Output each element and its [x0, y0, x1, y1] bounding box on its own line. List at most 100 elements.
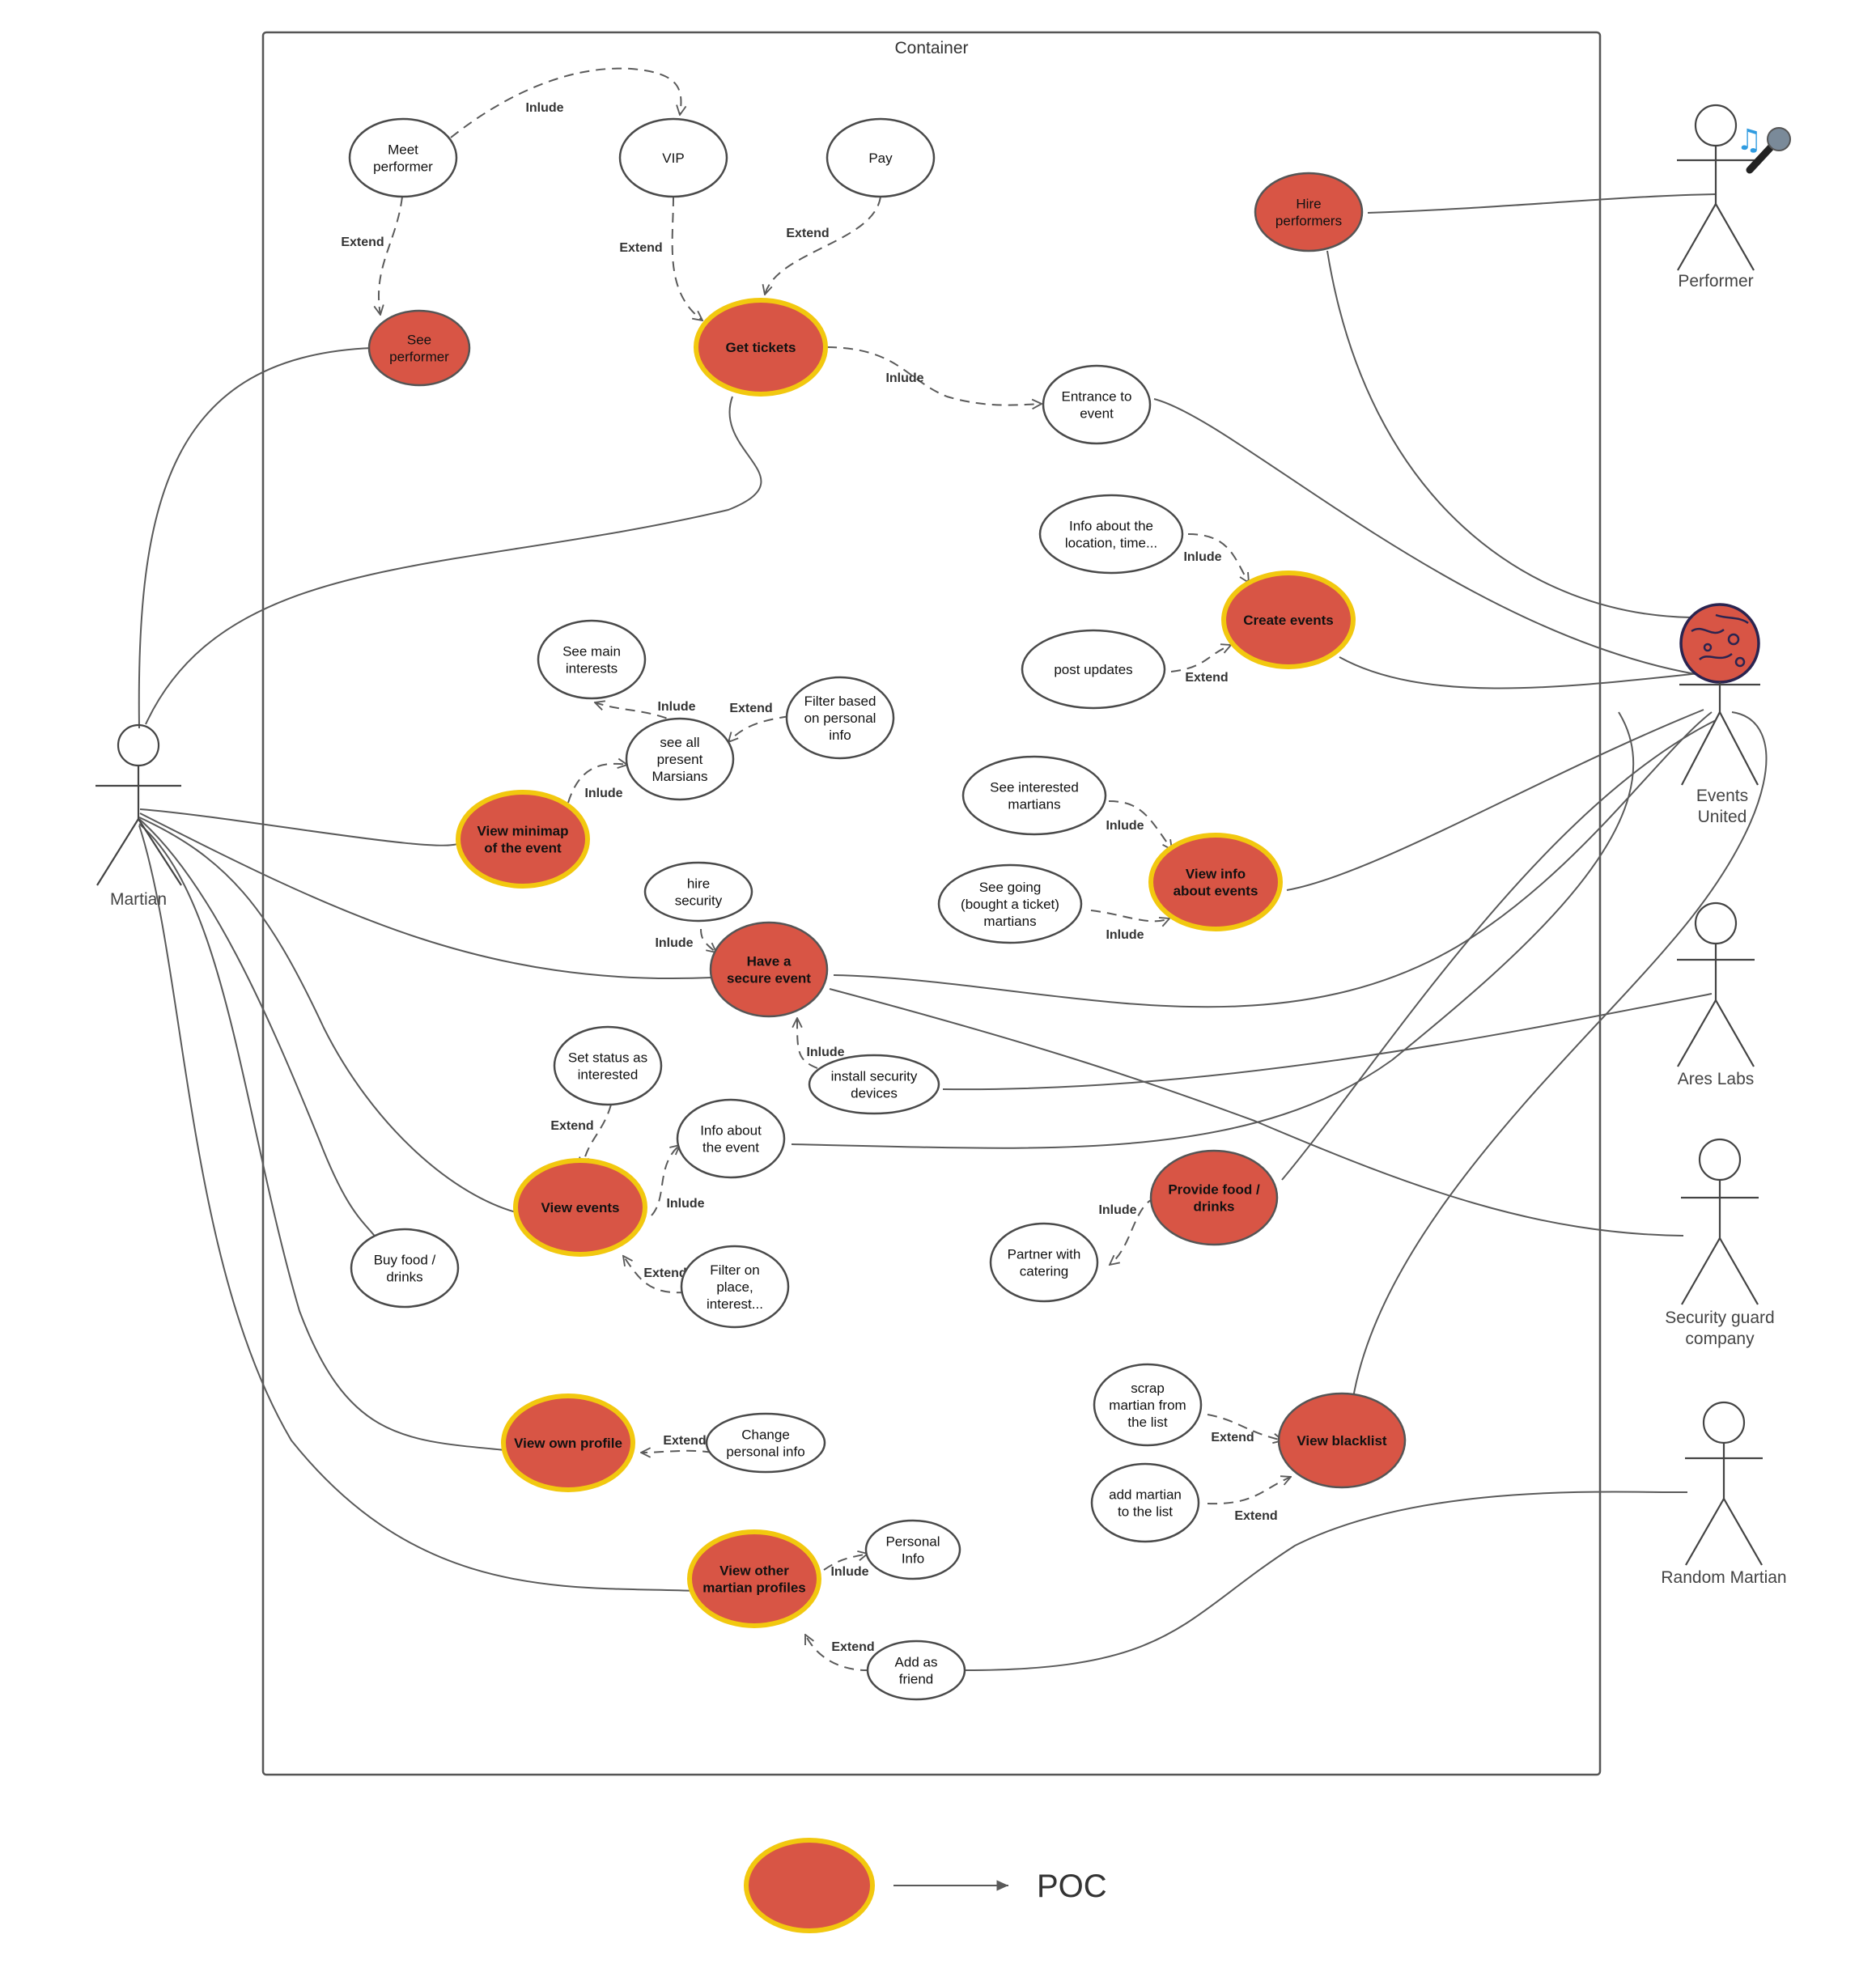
- use-case-vip[interactable]: VIP: [618, 117, 728, 198]
- use-case-entrance-to-event[interactable]: Entrance to event: [1042, 364, 1152, 445]
- use-case-change-personal[interactable]: Change personal info: [705, 1412, 826, 1474]
- dependency-lines: [379, 67, 1291, 1672]
- use-case-label: Add as friend: [895, 1655, 938, 1687]
- relation-labels: Inlude Extend Extend Extend Inlude Inlud…: [341, 101, 1277, 1654]
- use-case-label: add martian to the list: [1109, 1487, 1182, 1520]
- use-case-view-blacklist[interactable]: View blacklist: [1277, 1392, 1407, 1489]
- container-title: Container: [894, 39, 968, 57]
- association-lines: [138, 193, 1768, 1671]
- use-case-buy-food[interactable]: Buy food / drinks: [350, 1228, 460, 1309]
- use-case-see-going[interactable]: See going (bought a ticket) martians: [937, 863, 1083, 944]
- use-case-view-info-events[interactable]: View info about events: [1148, 833, 1283, 931]
- use-case-get-tickets[interactable]: Get tickets: [694, 298, 828, 397]
- use-case-label: Personal Info: [885, 1534, 940, 1567]
- use-case-label: See performer: [389, 333, 449, 365]
- use-case-partner-catering[interactable]: Partner with catering: [989, 1222, 1099, 1303]
- actor-random-martian[interactable]: Random Martian: [1661, 1401, 1787, 1587]
- use-case-label: View info about events: [1174, 867, 1258, 899]
- extend-label: Extend: [729, 702, 772, 715]
- use-case-filter-personal[interactable]: Filter based on personal info: [785, 676, 895, 760]
- use-case-label: Entrance to event: [1062, 389, 1132, 422]
- actor-label: Performer: [1678, 272, 1753, 291]
- extend-label: Extend: [1234, 1509, 1277, 1523]
- use-case-see-interested[interactable]: See interested martians: [961, 755, 1107, 836]
- use-case-info-about-event[interactable]: Info about the event: [676, 1098, 786, 1179]
- use-case-label: see all present Marsians: [652, 735, 708, 784]
- extend-label: Extend: [786, 227, 829, 240]
- use-case-view-minimap[interactable]: View minimap of the event: [456, 790, 590, 889]
- actor-events-united[interactable]: Events United: [1679, 603, 1760, 826]
- use-case-scrap-martian[interactable]: scrap martian from the list: [1093, 1363, 1203, 1447]
- music-note-microphone-icon: ♫: [1736, 124, 1791, 174]
- use-case-view-own-profile[interactable]: View own profile: [501, 1393, 635, 1492]
- mars-planet-icon: [1679, 603, 1760, 684]
- use-case-label: Buy food / drinks: [374, 1253, 436, 1285]
- use-case-create-events[interactable]: Create events: [1221, 571, 1356, 669]
- use-case-view-events[interactable]: View events: [513, 1158, 647, 1257]
- use-case-provide-food[interactable]: Provide food / drinks: [1149, 1149, 1279, 1246]
- actor-label: Events United: [1696, 787, 1748, 826]
- use-case-meet-performer[interactable]: Meet performer: [348, 117, 458, 198]
- include-label: Inlude: [885, 371, 923, 385]
- use-case-label: Filter on place, interest...: [707, 1262, 763, 1312]
- include-label: Inlude: [584, 787, 622, 800]
- actor-ares-labs[interactable]: Ares Labs: [1677, 901, 1755, 1088]
- use-case-hire-performers[interactable]: Hire performers: [1254, 172, 1364, 252]
- actor-label: Security guard company: [1665, 1309, 1774, 1348]
- legend-label: POC: [1037, 1869, 1107, 1904]
- include-label: Inlude: [1106, 928, 1144, 942]
- use-case-label: See main interests: [562, 644, 621, 677]
- use-case-personal-info[interactable]: Personal Info: [864, 1519, 961, 1580]
- use-case-add-friend[interactable]: Add as friend: [866, 1640, 966, 1701]
- actor-martian[interactable]: Martian: [95, 723, 182, 909]
- use-case-info-location[interactable]: Info about the location, time...: [1038, 494, 1184, 575]
- extend-label: Extend: [341, 235, 384, 249]
- actor-security-guard-company[interactable]: Security guard company: [1665, 1138, 1775, 1348]
- include-label: Inlude: [830, 1565, 868, 1579]
- extend-label: Extend: [643, 1266, 686, 1280]
- use-case-label: Provide food / drinks: [1168, 1182, 1260, 1215]
- use-case-view-other-profiles[interactable]: View other martian profiles: [687, 1529, 821, 1628]
- use-case-label: View minimap of the event: [477, 824, 568, 856]
- use-case-label: Hire performers: [1275, 197, 1342, 229]
- use-case-filter-place[interactable]: Filter on place, interest...: [680, 1245, 790, 1329]
- use-case-label: View events: [541, 1200, 619, 1215]
- actor-performer[interactable]: Performer ♫: [1677, 104, 1791, 291]
- use-case-label: scrap martian from the list: [1109, 1381, 1186, 1430]
- use-case-install-security[interactable]: install security devices: [808, 1054, 940, 1115]
- use-case-label: Create events: [1243, 613, 1334, 628]
- use-case-see-performer[interactable]: See performer: [367, 309, 471, 387]
- include-label: Inlude: [1098, 1203, 1136, 1217]
- use-case-label: View own profile: [514, 1436, 622, 1451]
- use-case-label: Get tickets: [726, 340, 796, 355]
- use-case-pay[interactable]: Pay: [826, 117, 936, 198]
- include-label: Inlude: [525, 101, 563, 115]
- actor-label: Random Martian: [1661, 1568, 1786, 1587]
- use-case-label: Filter based on personal info: [804, 694, 876, 743]
- use-case-label: See interested martians: [990, 780, 1079, 812]
- use-case-label: Info about the location, time...: [1065, 519, 1157, 551]
- use-case-have-secure-event[interactable]: Have a secure event: [709, 921, 829, 1018]
- use-case-post-updates[interactable]: post updates: [1021, 629, 1166, 710]
- use-case-label: Set status as interested: [568, 1050, 647, 1083]
- use-case-set-status[interactable]: Set status as interested: [553, 1025, 663, 1106]
- use-case-label: Have a secure event: [727, 954, 811, 986]
- use-case-add-martian[interactable]: add martian to the list: [1090, 1462, 1200, 1543]
- use-case-hire-security[interactable]: hire security: [643, 861, 753, 923]
- use-case-label: install security devices: [831, 1069, 918, 1101]
- use-case-label: Change personal info: [726, 1427, 804, 1460]
- use-case-label: View other martian profiles: [702, 1563, 806, 1596]
- include-label: Inlude: [1183, 550, 1221, 564]
- use-case-see-main-interests[interactable]: See main interests: [537, 619, 647, 700]
- extend-label: Extend: [619, 241, 662, 255]
- include-label: Inlude: [655, 936, 693, 950]
- use-case-label: VIP: [662, 151, 684, 166]
- include-label: Inlude: [1106, 819, 1144, 833]
- system-container: [261, 31, 1602, 1776]
- use-case-label: Partner with catering: [1008, 1247, 1081, 1279]
- use-case-label: hire security: [675, 876, 723, 909]
- use-case-see-all-present[interactable]: see all present Marsians: [625, 717, 735, 801]
- actor-label: Martian: [110, 890, 167, 909]
- extend-label: Extend: [1185, 671, 1228, 685]
- legend: POC: [744, 1838, 1107, 1933]
